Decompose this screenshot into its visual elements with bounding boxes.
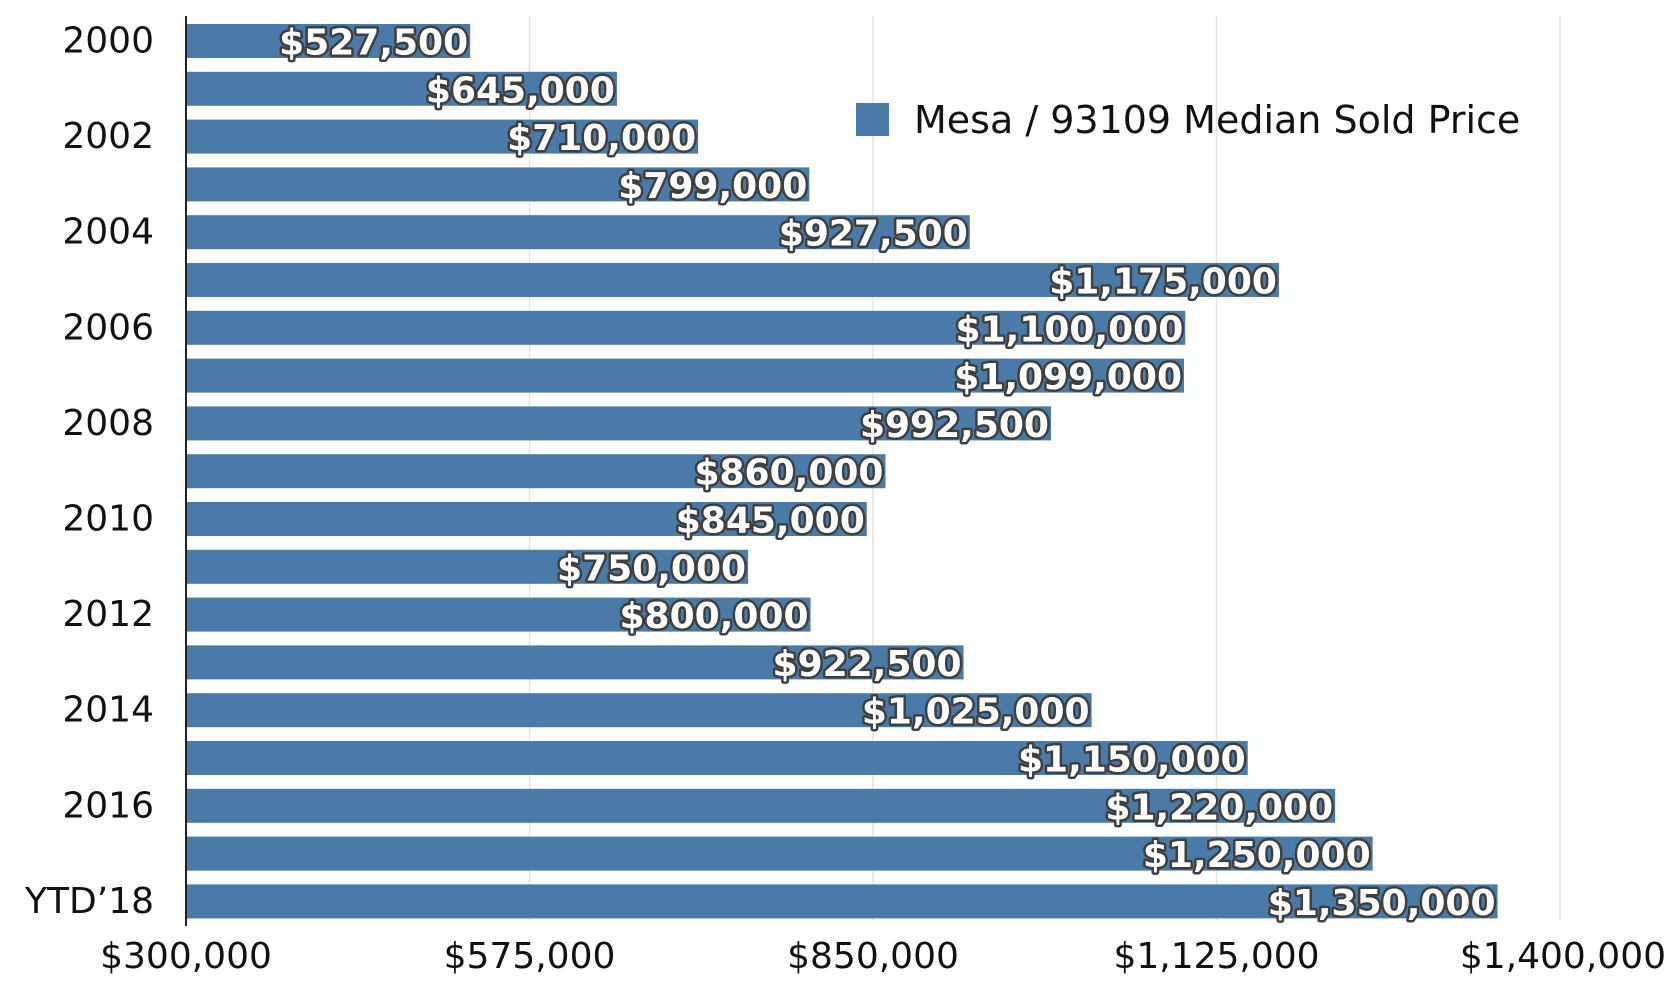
data-label: $1,220,000 [1105,787,1333,828]
y-tick-label: 2010 [62,499,154,540]
bar [186,358,1185,393]
data-label: $1,175,000 [1049,262,1277,303]
y-tick-label: 2000 [62,21,154,62]
bar [186,788,1336,823]
y-tick-label: 2008 [62,403,154,444]
data-label: $860,000 [694,453,883,494]
bar [186,119,699,154]
legend-label: Mesa / 93109 Median Sold Price [914,98,1520,142]
x-tick-label: $300,000 [100,936,272,977]
bar [186,167,810,202]
data-label: $800,000 [620,596,809,637]
y-tick-label: 2004 [62,212,154,253]
data-label: $927,500 [779,214,968,255]
bar [186,549,749,584]
bar [186,502,867,536]
data-label: $1,350,000 [1268,883,1496,924]
x-tick-label: $1,125,000 [1113,936,1319,977]
bar [186,836,1373,871]
y-tick-label: 2016 [62,785,154,826]
data-label: $1,025,000 [862,692,1090,733]
y-tick-label: 2002 [62,116,154,157]
data-label: $799,000 [618,166,807,207]
data-label: $1,100,000 [956,309,1184,350]
data-label: $750,000 [557,548,746,589]
data-label: $922,500 [773,644,962,685]
x-tick-label: $575,000 [444,936,616,977]
bar [186,263,1279,297]
bar [186,693,1092,728]
data-label: $1,150,000 [1018,740,1246,781]
legend-swatch [856,103,889,136]
y-tick-label: 2006 [62,307,154,348]
y-tick-label: 2014 [62,690,154,731]
bar [186,310,1186,345]
data-label: $1,099,000 [954,357,1182,398]
data-label: $1,250,000 [1143,835,1371,876]
x-tick-label: $850,000 [787,936,959,977]
data-labels: $527,500 $645,000 $710,000 $799,000 $927,500… [277,20,1498,926]
bar [186,406,1051,441]
y-tick-label: 2012 [62,594,154,635]
data-label: $645,000 [426,70,615,111]
data-label: $710,000 [507,118,696,159]
bar [186,884,1498,919]
data-label: $992,500 [860,405,1049,446]
legend: Mesa / 93109 Median Sold Price [856,98,1520,142]
bar [186,454,886,489]
bar [186,645,964,680]
bar [186,71,617,106]
axes: 2000 2002 2004 2006 2008 2010 2012 2014 2016 YTD’… [24,16,1666,977]
bar [186,215,970,250]
bar [186,24,471,58]
data-label: $527,500 [279,23,468,64]
data-label: $845,000 [676,501,865,542]
bar [186,741,1248,775]
y-tick-label: YTD’18 [24,881,154,922]
x-tick-label: $1,400,000 [1460,936,1666,977]
bar [186,597,811,632]
bars [186,24,1498,919]
